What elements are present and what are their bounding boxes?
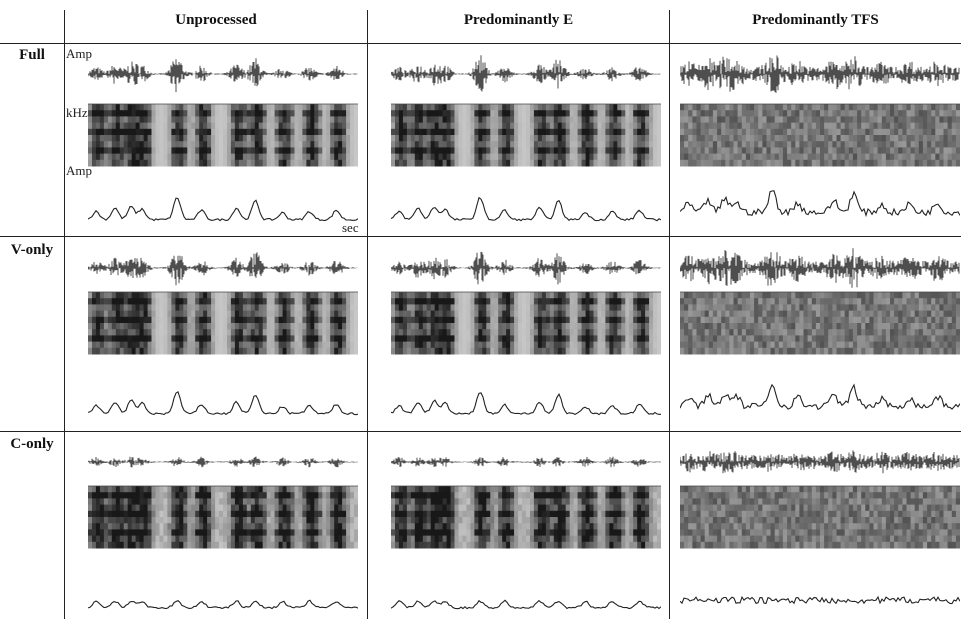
spectrogram — [680, 292, 960, 355]
panel-0-0 — [88, 44, 358, 234]
panel-1-2 — [680, 238, 960, 428]
envelope-trace — [88, 198, 358, 221]
spectrogram — [391, 292, 661, 355]
divider-h-row1 — [0, 236, 961, 237]
panel-1-0 — [88, 238, 358, 428]
col-header-unprocessed: Unprocessed — [65, 12, 367, 32]
panel-2-2 — [680, 432, 960, 622]
row-header-c-only: C-only — [2, 436, 62, 453]
label-khz: kHz — [66, 105, 88, 121]
envelope-trace — [391, 198, 661, 221]
waveform-trace — [680, 56, 959, 93]
envelope-trace — [88, 392, 358, 415]
col-header-predominantly-tfs: Predominantly TFS — [670, 12, 961, 32]
envelope-trace — [88, 600, 358, 608]
spectrogram — [391, 104, 661, 167]
waveform-trace — [680, 248, 959, 287]
waveform-trace — [391, 457, 660, 467]
spectrogram — [680, 486, 960, 549]
spectrogram — [391, 486, 661, 549]
envelope-trace — [391, 600, 661, 608]
waveform-trace — [391, 252, 660, 285]
divider-v-2 — [669, 10, 670, 619]
spectrogram — [88, 486, 358, 549]
waveform-trace — [88, 457, 357, 468]
panel-0-1 — [391, 44, 661, 234]
envelope-trace — [680, 191, 960, 216]
divider-v-1 — [367, 10, 368, 619]
spectrogram — [88, 292, 358, 355]
waveform-trace — [391, 55, 660, 91]
panel-2-0 — [88, 432, 358, 622]
row-header-v-only: V-only — [2, 242, 62, 259]
spectrogram — [680, 104, 960, 167]
envelope-trace — [680, 385, 960, 410]
envelope-trace — [680, 597, 960, 604]
waveform-trace — [680, 450, 959, 473]
waveform-trace — [88, 252, 357, 285]
spectrogram — [88, 104, 358, 167]
row-header-full: Full — [2, 47, 62, 64]
envelope-trace — [391, 393, 661, 415]
col-header-predominantly-e: Predominantly E — [368, 12, 669, 32]
panel-0-2 — [680, 44, 960, 234]
panel-2-1 — [391, 432, 661, 622]
divider-v-label — [64, 10, 65, 619]
waveform-trace — [88, 58, 357, 92]
panel-1-1 — [391, 238, 661, 428]
